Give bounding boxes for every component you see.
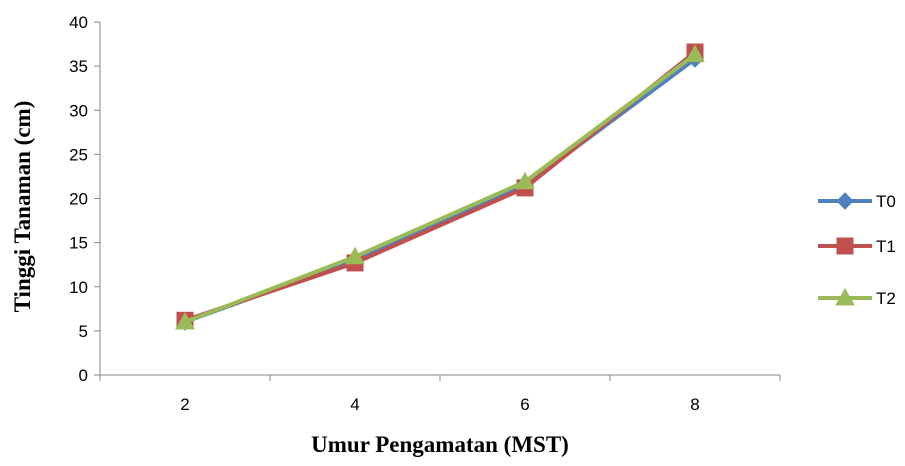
- series-line: [183, 52, 697, 325]
- x-axis-title: Umur Pengamatan (MST): [311, 432, 569, 457]
- legend-item-t0: T0: [818, 192, 896, 211]
- data-point: [515, 171, 535, 190]
- series-t1: [176, 43, 704, 329]
- x-tick-label: 8: [690, 395, 699, 414]
- legend-marker: [836, 237, 854, 255]
- legend-label: T1: [876, 237, 896, 256]
- y-tick-label: 0: [79, 366, 88, 385]
- axes: 0 5 10 15 20 25 30 35 40 2 4 6 8: [69, 13, 781, 414]
- data-point: [685, 44, 705, 63]
- series-layer: [175, 43, 705, 331]
- series-line: [183, 50, 697, 323]
- y-tick-label: 10: [69, 278, 88, 297]
- x-tick-label: 2: [180, 395, 189, 414]
- series-t0: [176, 50, 704, 331]
- legend-label: T0: [876, 192, 896, 211]
- legend-marker: [835, 287, 855, 306]
- y-tick-label: 40: [69, 13, 88, 32]
- y-axis-title: Tinggi Tanaman (cm): [10, 101, 35, 313]
- legend-label: T2: [876, 289, 896, 308]
- data-point: [345, 246, 365, 265]
- y-tick-label: 35: [69, 57, 88, 76]
- legend-item-t2: T2: [818, 287, 896, 308]
- legend-item-t1: T1: [818, 237, 896, 256]
- y-tick-label: 25: [69, 145, 88, 164]
- x-tick-label: 4: [350, 395, 359, 414]
- series-line: [183, 57, 697, 325]
- y-tick-label: 15: [69, 234, 88, 253]
- legend: T0 T1 T2: [818, 192, 896, 308]
- y-tick-label: 20: [69, 190, 88, 209]
- series-t2: [175, 44, 705, 330]
- y-tick-label: 5: [79, 322, 88, 341]
- legend-marker: [836, 192, 854, 210]
- y-tick-label: 30: [69, 101, 88, 120]
- x-tick-label: 6: [520, 395, 529, 414]
- data-point: [175, 312, 195, 330]
